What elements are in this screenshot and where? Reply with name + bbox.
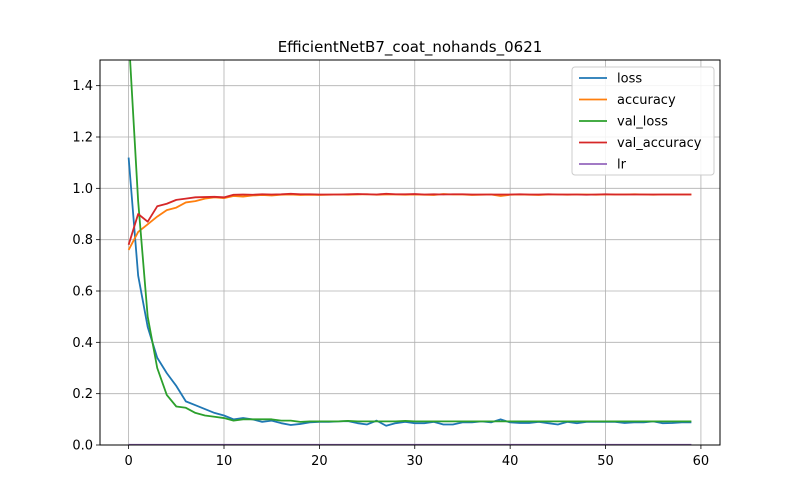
legend-box [571, 66, 715, 176]
series-line-val-loss [129, 60, 692, 423]
x-tick-label: 60 [693, 454, 710, 469]
series-line-accuracy [127, 193, 692, 251]
x-tick-label: 50 [597, 454, 614, 469]
x-tick-label: 30 [406, 454, 423, 469]
axis-ticks: 0 10 20 30 40 50 60 0.0 0.2 0.4 0.6 0.8 1.0 1.2 1.4 [72, 79, 709, 469]
y-tick-label: 1.0 [72, 182, 93, 197]
y-tick-label: 0.8 [72, 233, 93, 248]
y-tick-label: 0.2 [72, 387, 93, 402]
chart-title: EfficientNetB7_coat_nohands_0621 [278, 38, 543, 57]
x-tick-label: 20 [311, 454, 328, 469]
x-tick-label: 0 [124, 454, 132, 469]
x-tick-label: 10 [216, 454, 233, 469]
x-tick-label: 40 [502, 454, 519, 469]
legend-label: accuracy [617, 93, 676, 108]
series-line-val-accuracy [127, 192, 692, 246]
legend-label: val_accuracy [617, 136, 702, 151]
plot-area-frame [99, 59, 721, 446]
y-tick-label: 0.4 [72, 336, 93, 351]
legend-label: lr [617, 158, 627, 173]
legend-label: val_loss [617, 115, 668, 130]
legend-label: loss [617, 72, 642, 87]
y-tick-label: 0.0 [72, 439, 93, 454]
y-tick-label: 1.4 [72, 79, 93, 94]
y-tick-label: 1.2 [72, 131, 93, 146]
y-tick-label: 0.6 [72, 285, 93, 300]
